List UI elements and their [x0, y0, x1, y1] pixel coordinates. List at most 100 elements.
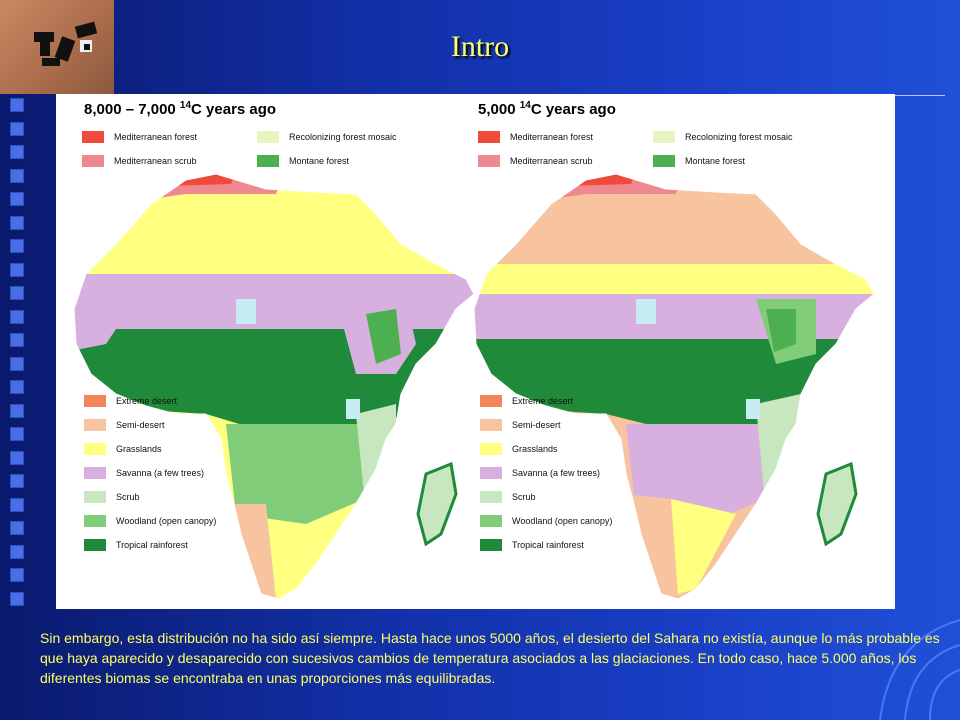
legend-label: Savanna (a few trees): [512, 468, 601, 478]
legend-swatch: [480, 419, 502, 431]
legend-item-savanna: Savanna (a few trees): [480, 467, 600, 479]
decorative-square: [10, 121, 24, 136]
legend-swatch: [84, 419, 106, 431]
legend-swatch: [480, 395, 502, 407]
legend-label: Semi-desert: [116, 420, 165, 430]
legend-label: Mediterranean scrub: [114, 156, 197, 166]
legend-swatch: [257, 131, 279, 143]
legend-item-tropical-rainforest: Tropical rainforest: [84, 539, 188, 551]
legend-swatch: [480, 467, 502, 479]
logo: [0, 0, 114, 94]
legend-label: Mediterranean forest: [510, 132, 594, 142]
legend-label: Grasslands: [512, 444, 558, 454]
biome-maps-figure: 8,000 – 7,000 14C years ago 5,000 14C ye…: [56, 94, 895, 609]
legend-item-mediterranean-forest: Mediterranean forest: [82, 131, 197, 143]
legend-swatch: [82, 131, 104, 143]
legend-label: Mediterranean forest: [114, 132, 198, 142]
decorative-square: [10, 98, 24, 112]
decorative-arcs-icon: [879, 619, 960, 720]
legend-item-recolonizing-forest: Recolonizing forest mosaic: [653, 131, 793, 143]
legend-label: Woodland (open canopy): [512, 516, 613, 526]
legend-item-grasslands: Grasslands: [84, 443, 162, 455]
decorative-square: [10, 380, 24, 394]
legend-item-mediterranean-scrub: Mediterranean scrub: [82, 155, 197, 167]
legend-label: Scrub: [116, 492, 140, 502]
decorative-squares: [10, 98, 24, 615]
legend-item-grasslands: Grasslands: [480, 443, 558, 455]
decorative-square: [10, 474, 24, 488]
map-mid-holocene: [473, 173, 875, 600]
legend-swatch: [478, 131, 500, 143]
legend-swatch: [84, 467, 106, 479]
decorative-square: [10, 521, 24, 535]
decorative-square: [10, 192, 24, 206]
legend-item-montane-forest: Montane forest: [653, 155, 745, 167]
legend-swatch: [84, 515, 106, 527]
decorative-square: [10, 356, 24, 371]
legend-label: Scrub: [512, 492, 536, 502]
map-2-title: 5,000 14C years ago: [478, 100, 616, 118]
university-logo-icon: [34, 21, 98, 66]
legend-item-woodland: Woodland (open canopy): [480, 515, 612, 527]
legend-swatch: [480, 491, 502, 503]
legend-item-scrub: Scrub: [84, 491, 140, 503]
decorative-square: [10, 239, 24, 253]
legend-swatch: [84, 395, 106, 407]
legend-label: Extreme desert: [116, 396, 178, 406]
legend-swatch: [480, 515, 502, 527]
legend-item-mediterranean-scrub: Mediterranean scrub: [478, 155, 593, 167]
legend-swatch: [480, 539, 502, 551]
legend-label: Woodland (open canopy): [116, 516, 217, 526]
decorative-square: [10, 145, 24, 159]
legend-item-tropical-rainforest: Tropical rainforest: [480, 539, 584, 551]
decorative-square: [10, 544, 24, 559]
legend-swatch: [82, 155, 104, 167]
slide-caption: Sin embargo, esta distribución no ha sid…: [40, 630, 940, 686]
decorative-square: [10, 591, 24, 606]
legend-label: Recolonizing forest mosaic: [685, 132, 793, 142]
africa-biome-maps: [73, 173, 875, 600]
decorative-square: [10, 215, 24, 230]
legend-swatch: [480, 443, 502, 455]
legend-swatch: [478, 155, 500, 167]
decorative-square: [10, 450, 24, 465]
legend-swatch: [653, 155, 675, 167]
legend-item-extreme-desert: Extreme desert: [84, 395, 177, 407]
map-early-holocene: [73, 173, 475, 600]
decorative-square: [10, 568, 24, 582]
slide-title: Intro: [450, 30, 510, 63]
legend-item-montane-forest: Montane forest: [257, 155, 349, 167]
legend-item-semi-desert: Semi-desert: [480, 419, 561, 431]
legend-label: Extreme desert: [512, 396, 574, 406]
legend-label: Savanna (a few trees): [116, 468, 205, 478]
decorative-square: [10, 497, 24, 512]
legend-label: Tropical rainforest: [116, 540, 188, 550]
decorative-square: [10, 262, 24, 277]
legend-item-extreme-desert: Extreme desert: [480, 395, 573, 407]
legend-swatch: [84, 443, 106, 455]
legend-swatch: [653, 131, 675, 143]
decorative-square: [10, 403, 24, 418]
legend-label: Montane forest: [685, 156, 746, 166]
legend-label: Montane forest: [289, 156, 350, 166]
legend-label: Tropical rainforest: [512, 540, 584, 550]
legend-swatch: [257, 155, 279, 167]
legend-swatch: [84, 491, 106, 503]
decorative-square: [10, 309, 24, 324]
decorative-square: [10, 168, 24, 183]
legend-label: Grasslands: [116, 444, 162, 454]
legend-item-semi-desert: Semi-desert: [84, 419, 165, 431]
legend-label: Mediterranean scrub: [510, 156, 593, 166]
legend-label: Semi-desert: [512, 420, 561, 430]
decorative-square: [10, 333, 24, 347]
decorative-square: [10, 427, 24, 441]
decorative-square: [10, 286, 24, 300]
map-1-title: 8,000 – 7,000 14C years ago: [84, 100, 277, 118]
legend-swatch: [84, 539, 106, 551]
legend-item-scrub: Scrub: [480, 491, 536, 503]
legend-item-savanna: Savanna (a few trees): [84, 467, 204, 479]
legend-item-woodland: Woodland (open canopy): [84, 515, 216, 527]
legend-item-mediterranean-forest: Mediterranean forest: [478, 131, 593, 143]
legend-label: Recolonizing forest mosaic: [289, 132, 397, 142]
legend-item-recolonizing-forest: Recolonizing forest mosaic: [257, 131, 397, 143]
